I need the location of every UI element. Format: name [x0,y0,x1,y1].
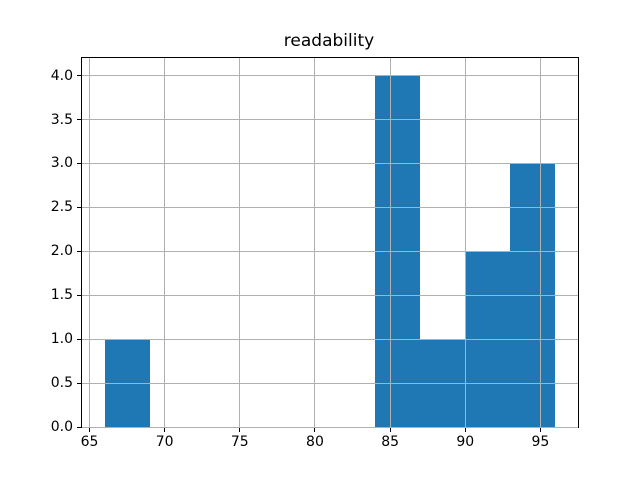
x-tick-mark [464,428,466,432]
y-tick-label: 0.0 [50,419,73,435]
x-tick-mark [164,428,166,432]
y-tick-label: 1.5 [50,287,73,304]
gridline-vertical [164,58,166,427]
y-tick-mark [77,162,81,164]
x-tick-label: 70 [155,434,174,450]
y-tick-label: 2.5 [50,199,73,216]
y-tick-mark [77,294,81,296]
gridline-vertical [89,58,90,427]
gridline-vertical [239,58,241,427]
gridline-horizontal [82,338,578,340]
gridline-horizontal [82,119,578,120]
gridline-horizontal [82,206,578,208]
x-tick-mark [389,428,391,432]
gridline-horizontal [82,294,578,296]
x-tick-mark [314,428,316,432]
gridline-horizontal [82,426,578,428]
x-tick-mark [89,428,90,432]
x-tick-label: 80 [306,434,324,450]
x-tick-mark [239,428,241,432]
y-tick-label: 1.0 [50,331,73,348]
y-tick-label: 3.0 [50,155,73,172]
y-tick-mark [77,75,81,77]
gridline-horizontal [82,250,578,252]
y-tick-label: 2.0 [50,243,73,260]
x-tick-label: 85 [381,434,400,450]
x-tick-label: 75 [230,434,249,450]
gridline-vertical [389,58,391,427]
gridline-horizontal [82,162,578,164]
y-tick-label: 3.5 [50,111,73,128]
gridline-vertical [464,58,466,427]
y-tick-mark [77,338,81,340]
x-tick-label: 65 [80,434,99,450]
y-tick-mark [77,206,81,208]
x-tick-mark [539,428,541,432]
plot-area [81,57,579,428]
y-tick-mark [77,382,81,384]
x-tick-label: 90 [456,434,475,450]
gridline-vertical [539,58,541,427]
x-tick-label: 95 [531,434,550,450]
y-tick-mark [77,426,81,428]
y-tick-mark [77,119,81,120]
gridline-horizontal [82,75,578,77]
gridline-vertical [314,58,316,427]
y-tick-label: 4.0 [50,67,73,84]
chart-title: readability [283,31,375,51]
y-tick-label: 0.5 [50,375,73,392]
y-tick-mark [77,250,81,252]
gridline-horizontal [82,382,578,384]
